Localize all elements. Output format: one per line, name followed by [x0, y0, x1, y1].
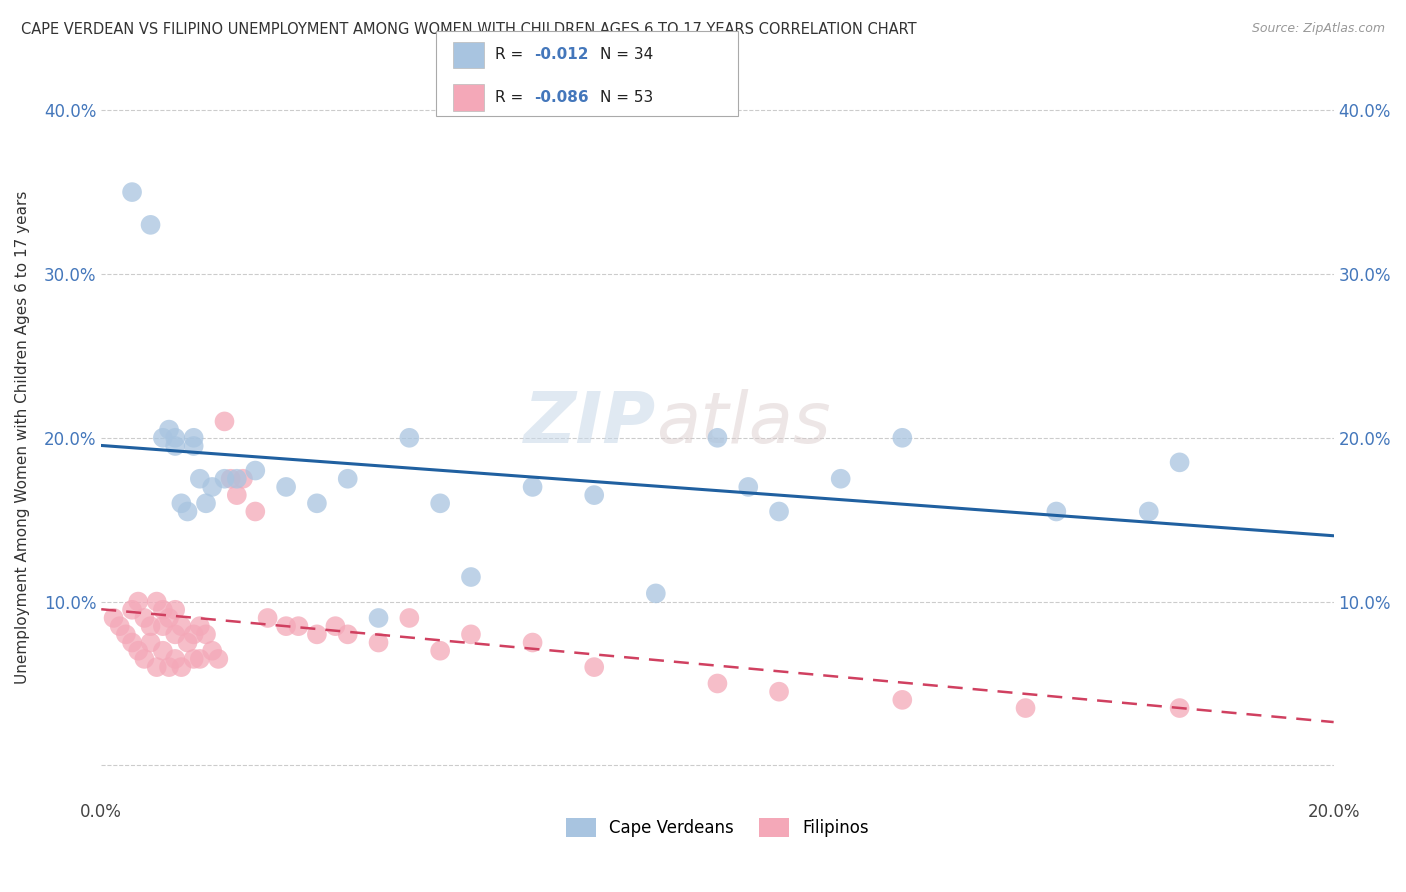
Legend: Cape Verdeans, Filipinos: Cape Verdeans, Filipinos	[560, 812, 876, 844]
Point	[207, 652, 229, 666]
Point	[644, 586, 666, 600]
Point	[127, 644, 149, 658]
Point	[165, 627, 187, 641]
Text: R =: R =	[495, 90, 529, 105]
Point	[103, 611, 125, 625]
Point	[706, 676, 728, 690]
Point	[157, 660, 180, 674]
Point	[398, 431, 420, 445]
Point	[176, 635, 198, 649]
Text: R =: R =	[495, 47, 529, 62]
Point	[830, 472, 852, 486]
Point	[170, 496, 193, 510]
Point	[188, 652, 211, 666]
Point	[768, 504, 790, 518]
Point	[145, 594, 167, 608]
Text: N = 53: N = 53	[600, 90, 654, 105]
Point	[219, 472, 242, 486]
Point	[214, 414, 236, 428]
Y-axis label: Unemployment Among Women with Children Ages 6 to 17 years: Unemployment Among Women with Children A…	[15, 191, 30, 684]
Point	[305, 627, 328, 641]
Point	[232, 472, 254, 486]
Point	[134, 652, 156, 666]
Point	[245, 464, 267, 478]
Point	[274, 480, 297, 494]
Point	[165, 652, 187, 666]
Point	[165, 439, 187, 453]
Point	[429, 644, 451, 658]
Text: CAPE VERDEAN VS FILIPINO UNEMPLOYMENT AMONG WOMEN WITH CHILDREN AGES 6 TO 17 YEA: CAPE VERDEAN VS FILIPINO UNEMPLOYMENT AM…	[21, 22, 917, 37]
Point	[157, 423, 180, 437]
Point	[157, 611, 180, 625]
Point	[891, 693, 914, 707]
Point	[152, 619, 174, 633]
Point	[429, 496, 451, 510]
Point	[706, 431, 728, 445]
Text: Source: ZipAtlas.com: Source: ZipAtlas.com	[1251, 22, 1385, 36]
Point	[256, 611, 278, 625]
Point	[1168, 455, 1191, 469]
Point	[336, 472, 359, 486]
Text: -0.012: -0.012	[534, 47, 589, 62]
Point	[367, 611, 389, 625]
Point	[214, 472, 236, 486]
Point	[152, 431, 174, 445]
Point	[183, 439, 205, 453]
Text: N = 34: N = 34	[600, 47, 654, 62]
Point	[188, 472, 211, 486]
Point	[139, 635, 162, 649]
Point	[127, 594, 149, 608]
Point	[170, 660, 193, 674]
Point	[225, 488, 247, 502]
Point	[325, 619, 347, 633]
Point	[121, 185, 143, 199]
Point	[145, 660, 167, 674]
Point	[201, 644, 224, 658]
Point	[245, 504, 267, 518]
Point	[165, 603, 187, 617]
Point	[287, 619, 309, 633]
Text: ZIP: ZIP	[523, 389, 655, 458]
Point	[891, 431, 914, 445]
Point	[183, 652, 205, 666]
Point	[522, 635, 544, 649]
Point	[170, 619, 193, 633]
Point	[195, 496, 218, 510]
Point	[121, 603, 143, 617]
Text: atlas: atlas	[655, 389, 831, 458]
Point	[201, 480, 224, 494]
Point	[121, 635, 143, 649]
Point	[768, 684, 790, 698]
Point	[183, 431, 205, 445]
Point	[108, 619, 131, 633]
Point	[152, 644, 174, 658]
Point	[139, 619, 162, 633]
Point	[176, 504, 198, 518]
Point	[583, 488, 606, 502]
Point	[305, 496, 328, 510]
Point	[1137, 504, 1160, 518]
Point	[225, 472, 247, 486]
Point	[152, 603, 174, 617]
Point	[398, 611, 420, 625]
Point	[139, 218, 162, 232]
Point	[188, 619, 211, 633]
Point	[460, 627, 482, 641]
Point	[336, 627, 359, 641]
Point	[367, 635, 389, 649]
Text: -0.086: -0.086	[534, 90, 589, 105]
Point	[737, 480, 759, 494]
Point	[183, 627, 205, 641]
Point	[195, 627, 218, 641]
Point	[165, 431, 187, 445]
Point	[115, 627, 138, 641]
Point	[274, 619, 297, 633]
Point	[522, 480, 544, 494]
Point	[460, 570, 482, 584]
Point	[1045, 504, 1067, 518]
Point	[1014, 701, 1036, 715]
Point	[134, 611, 156, 625]
Point	[1168, 701, 1191, 715]
Point	[583, 660, 606, 674]
